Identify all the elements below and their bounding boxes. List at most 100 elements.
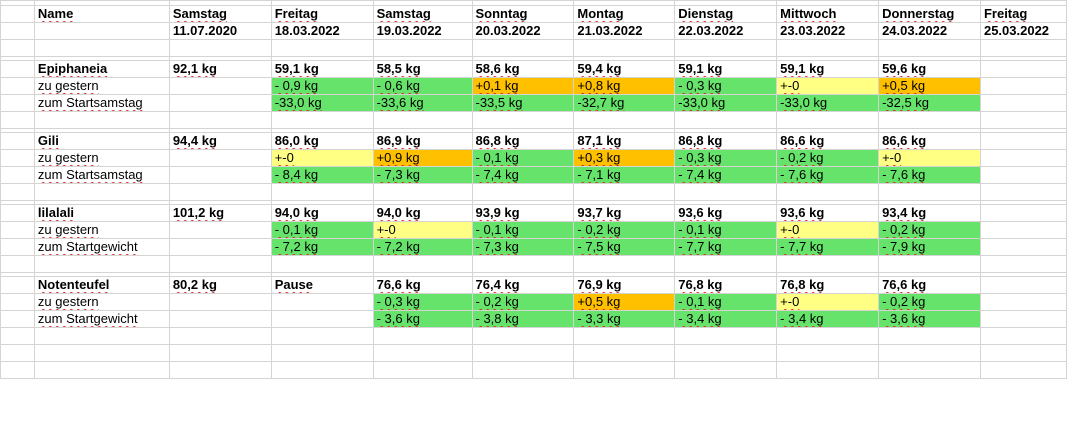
diff-cell[interactable]: +0,5 kg <box>573 293 676 311</box>
weight-cell[interactable]: 86,6 kg <box>878 132 981 150</box>
empty-cell[interactable] <box>573 39 676 57</box>
diff-cell[interactable] <box>168 221 272 239</box>
empty-cell[interactable] <box>878 111 981 129</box>
empty-cell[interactable] <box>979 327 1067 345</box>
diff-cell[interactable]: - 0,3 kg <box>674 149 778 167</box>
diff-cell[interactable]: - 0,1 kg <box>674 221 778 239</box>
empty-cell[interactable] <box>270 344 374 362</box>
diff-cell[interactable]: - 7,4 kg <box>471 166 575 184</box>
empty-cell[interactable] <box>776 183 880 201</box>
diff-cell[interactable]: +-0 <box>270 149 374 167</box>
weight-cell[interactable]: 94,0 kg <box>372 204 473 222</box>
empty-cell[interactable] <box>471 361 575 379</box>
diff-cell[interactable] <box>168 166 272 184</box>
row-label[interactable]: zum Startgewicht <box>33 238 170 256</box>
diff-cell[interactable]: - 7,2 kg <box>372 238 473 256</box>
weight-cell[interactable]: 94,0 kg <box>270 204 374 222</box>
diff-cell[interactable] <box>168 238 272 256</box>
header-date[interactable]: 24.03.2022 <box>878 22 981 40</box>
empty-cell[interactable] <box>674 361 778 379</box>
empty-cell[interactable] <box>372 344 473 362</box>
empty-cell[interactable] <box>168 327 272 345</box>
row-gutter-cell[interactable] <box>0 276 35 294</box>
diff-cell[interactable]: - 3,3 kg <box>573 310 676 328</box>
header-day[interactable]: Freitag <box>979 5 1067 23</box>
row-gutter-cell[interactable] <box>0 77 35 95</box>
diff-cell[interactable] <box>979 166 1067 184</box>
empty-cell[interactable] <box>0 327 35 345</box>
diff-cell[interactable]: +0,5 kg <box>878 77 981 95</box>
weight-cell[interactable]: 87,1 kg <box>573 132 676 150</box>
weight-cell[interactable]: 59,6 kg <box>878 60 981 78</box>
weight-cell[interactable]: 58,5 kg <box>372 60 473 78</box>
diff-cell[interactable]: +0,1 kg <box>471 77 575 95</box>
weight-cell[interactable]: 93,9 kg <box>471 204 575 222</box>
empty-cell[interactable] <box>270 255 374 273</box>
row-gutter-cell[interactable] <box>0 132 35 150</box>
empty-cell[interactable] <box>471 39 575 57</box>
diff-cell[interactable]: +-0 <box>372 221 473 239</box>
weight-cell[interactable]: 86,6 kg <box>776 132 880 150</box>
empty-cell[interactable] <box>372 183 473 201</box>
weight-cell[interactable]: 93,7 kg <box>573 204 676 222</box>
diff-cell[interactable]: +-0 <box>776 77 880 95</box>
empty-cell[interactable] <box>168 361 272 379</box>
empty-cell[interactable] <box>776 255 880 273</box>
weight-cell[interactable]: 59,1 kg <box>776 60 880 78</box>
row-gutter-cell[interactable] <box>0 310 35 328</box>
person-name[interactable]: Epiphaneia <box>33 60 170 78</box>
diff-cell[interactable]: - 7,6 kg <box>878 166 981 184</box>
diff-cell[interactable]: - 0,9 kg <box>270 77 374 95</box>
diff-cell[interactable] <box>979 149 1067 167</box>
empty-cell[interactable] <box>471 111 575 129</box>
row-label[interactable]: zum Startgewicht <box>33 310 170 328</box>
weight-cell[interactable]: 58,6 kg <box>471 60 575 78</box>
diff-cell[interactable]: -33,0 kg <box>270 94 374 112</box>
diff-cell[interactable]: +-0 <box>776 293 880 311</box>
empty-cell[interactable] <box>979 361 1067 379</box>
empty-cell[interactable] <box>471 255 575 273</box>
empty-cell[interactable] <box>168 111 272 129</box>
empty-cell[interactable] <box>573 327 676 345</box>
weight-cell[interactable]: 76,8 kg <box>776 276 880 294</box>
weight-cell[interactable]: 86,0 kg <box>270 132 374 150</box>
empty-cell[interactable] <box>33 327 170 345</box>
weight-cell[interactable]: 86,8 kg <box>471 132 575 150</box>
weight-cell[interactable]: 76,9 kg <box>573 276 676 294</box>
weight-cell[interactable]: 101,2 kg <box>168 204 272 222</box>
weight-cell[interactable]: 93,6 kg <box>674 204 778 222</box>
weight-cell[interactable]: 59,1 kg <box>674 60 778 78</box>
diff-cell[interactable]: +-0 <box>776 221 880 239</box>
row-gutter-cell[interactable] <box>0 60 35 78</box>
diff-cell[interactable]: -32,5 kg <box>878 94 981 112</box>
empty-cell[interactable] <box>674 183 778 201</box>
empty-cell[interactable] <box>168 183 272 201</box>
weight-cell[interactable]: 76,6 kg <box>878 276 981 294</box>
diff-cell[interactable] <box>270 293 374 311</box>
empty-cell[interactable] <box>168 344 272 362</box>
diff-cell[interactable]: -33,0 kg <box>776 94 880 112</box>
empty-cell[interactable] <box>878 183 981 201</box>
diff-cell[interactable] <box>168 293 272 311</box>
empty-cell[interactable] <box>471 183 575 201</box>
row-gutter-cell[interactable] <box>0 293 35 311</box>
header-date[interactable]: 21.03.2022 <box>573 22 676 40</box>
empty-cell[interactable] <box>33 183 170 201</box>
diff-cell[interactable]: - 7,7 kg <box>776 238 880 256</box>
empty-cell[interactable] <box>33 361 170 379</box>
diff-cell[interactable]: - 7,6 kg <box>776 166 880 184</box>
empty-cell[interactable] <box>471 327 575 345</box>
header-date[interactable]: 11.07.2020 <box>168 22 272 40</box>
diff-cell[interactable]: - 0,2 kg <box>878 221 981 239</box>
diff-cell[interactable]: - 3,4 kg <box>776 310 880 328</box>
empty-cell[interactable] <box>776 39 880 57</box>
header-name[interactable]: Name <box>33 5 170 23</box>
empty-cell[interactable] <box>979 39 1067 57</box>
weight-cell[interactable]: 76,4 kg <box>471 276 575 294</box>
empty-cell[interactable] <box>776 327 880 345</box>
empty-cell[interactable] <box>270 111 374 129</box>
diff-cell[interactable] <box>168 94 272 112</box>
empty-cell[interactable] <box>168 39 272 57</box>
weight-cell[interactable] <box>979 204 1067 222</box>
header-date[interactable]: 25.03.2022 <box>979 22 1067 40</box>
